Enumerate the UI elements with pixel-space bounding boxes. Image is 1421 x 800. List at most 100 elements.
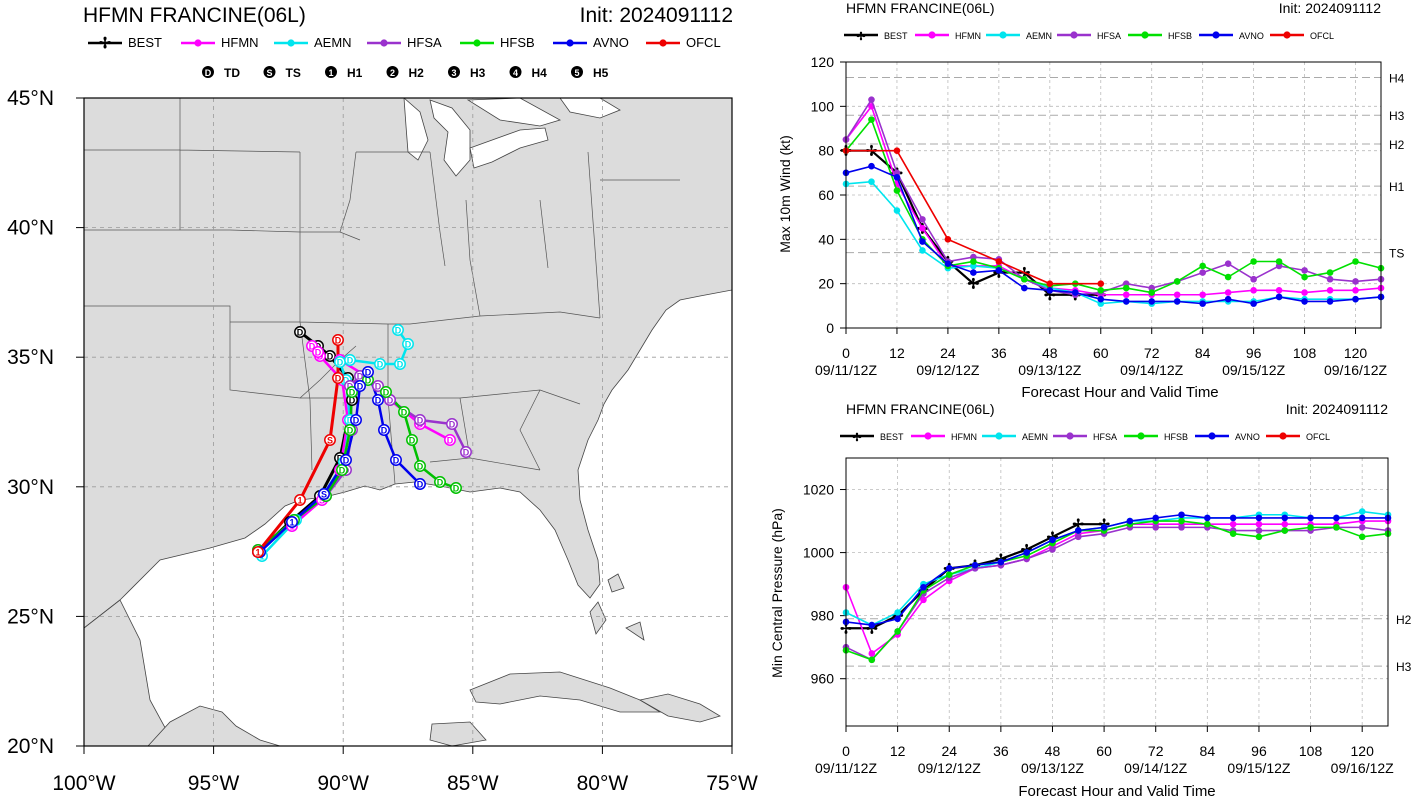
track-marker-label: D [343,456,350,466]
data-point-avno [920,583,927,591]
legend-item-hfsa: HFSA [1053,432,1117,442]
legend-label-hfmn: HFMN [221,35,259,50]
intensity-symbol-icon [263,66,276,78]
track-marker-icon [252,546,264,558]
data-point-hfmn [1122,291,1130,299]
track-marker-icon [354,380,366,392]
legend-item-hfsb: HFSB [1128,31,1192,41]
track-marker-label: 1 [289,518,294,528]
data-point-avno [1049,536,1056,544]
intensity-symbol: 1 [328,68,333,78]
y-tick-label: 1000 [803,545,834,561]
track-marker-label: D [417,480,424,490]
x-tick-label: 24 [940,345,956,361]
intensity-symbol: 4 [513,68,518,78]
x-tick-label: 120 [1351,743,1375,759]
legend-item-aemn: AEMN [986,31,1052,41]
legend-item-best: ✢ BEST [844,31,908,43]
pressure-xlabel: Forecast Hour and Valid Time [1018,783,1215,800]
intensity-label: H1 [347,66,363,80]
data-point-avno [1199,300,1206,307]
y-tick-label: 0 [826,320,834,336]
data-point-hfsb [868,116,875,123]
data-point-hfsa [1326,275,1334,283]
pressure-legend: ✢ BEST HFMN AEMN HFSA HFSB AVNO OFCL [840,432,1330,444]
data-point-hfsb [970,258,977,265]
data-point-avno [970,269,977,276]
track-marker-label: D [463,448,470,458]
track-marker-icon [324,434,336,446]
track-marker-icon [372,394,384,406]
x-date-label: 09/12/12Z [916,362,979,378]
x-tick-label: 96 [1251,743,1267,759]
x-tick-label: 108 [1299,743,1323,759]
intensity-label: H4 [532,66,548,80]
track-marker-label: 1 [255,548,260,558]
track-marker-label: D [417,462,424,472]
wind-title: HFMN FRANCINE(06L) [846,0,995,16]
legend-label-best: BEST [128,35,162,50]
data-point-avno [1255,514,1263,522]
map-lon-label: 85°W [447,772,499,795]
data-point-ofcl [995,258,1003,265]
data-point-hfsb [1326,269,1334,276]
x-tick-label: 72 [1148,743,1164,759]
pressure-title: HFMN FRANCINE(06L) [846,401,995,417]
track-marker-icon [294,494,306,506]
map-lat-label: 40°N [7,217,54,240]
track-marker-label: D [335,336,342,346]
intensity-legend-item: 3 H3 [448,66,486,80]
data-point-best: ✢ [1072,516,1084,532]
y-tick-label: 60 [818,187,834,203]
track-marker-label: D [349,396,356,406]
x-tick-label: 96 [1246,345,1262,361]
intensity-symbol: 2 [390,68,395,78]
track-marker-icon [446,418,458,430]
data-point-avno [944,260,952,268]
legend-item-avno: AVNO [1195,432,1260,442]
x-date-label: 09/13/12Z [1018,362,1081,378]
intensity-symbol-icon [325,66,337,78]
x-tick-label: 36 [991,345,1007,361]
track-marker-label: S [327,436,333,446]
track-legend: ✢ BEST HFMN AEMN HFSA HFSB AVNO OFCL [88,35,721,52]
track-marker-icon [450,482,462,494]
legend-marker-avno [1208,432,1216,440]
x-date-label: 09/16/12Z [1324,362,1387,378]
track-marker-label: D [387,396,394,406]
track-marker-label: D [309,342,316,352]
x-date-label: 09/13/12Z [1021,760,1084,776]
data-point-hfsa [1301,267,1308,274]
data-point-avno [868,162,875,170]
x-date-label: 09/11/12Z [815,362,877,378]
track-marker-label: D [339,466,346,476]
legend-label-best: BEST [880,432,904,442]
data-point-hfmn [868,650,876,657]
track-marker-label: 1 [297,496,302,506]
legend-marker-hfsa [1070,31,1078,39]
track-marker-icon [414,478,426,490]
data-point-hfmn [1326,287,1334,294]
legend-item-hfsb: HFSB [1124,432,1188,442]
track-marker-icon [378,424,390,436]
y-tick-label: 980 [811,608,835,624]
data-point-hfmn [1352,287,1359,294]
legend-item-hfmn: HFMN [911,432,977,442]
track-marker-label: D [381,426,388,436]
legend-label-hfsb: HFSB [1164,432,1188,442]
legend-marker-hfmn [928,31,936,39]
track-marker-icon [394,358,406,370]
x-tick-label: 48 [1042,345,1058,361]
legend-marker-avno [566,39,574,47]
data-point-avno [1100,524,1108,531]
plot-frame [845,457,1389,727]
track-marker-icon [374,358,386,370]
legend-label-hfmn: HFMN [951,432,977,442]
track-marker-label: D [347,356,354,366]
x-date-label: 09/15/12Z [1227,760,1290,776]
data-point-hfsa [1049,546,1056,553]
track-marker-icon [434,476,446,488]
series-line-avno [845,165,1382,305]
data-point-avno [945,565,953,572]
